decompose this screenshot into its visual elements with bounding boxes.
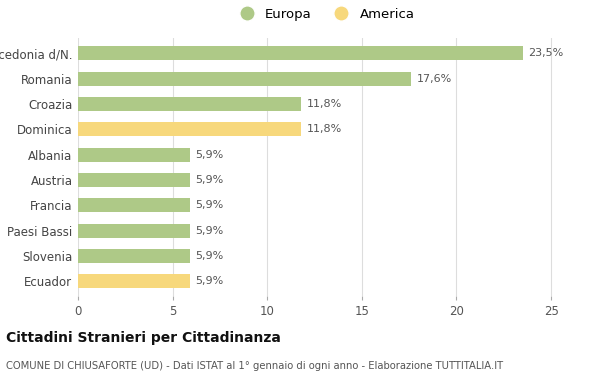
Bar [78,97,301,111]
Bar [78,173,190,187]
Text: 5,9%: 5,9% [196,200,224,210]
Text: 11,8%: 11,8% [307,99,342,109]
Bar [78,71,411,86]
Text: 5,9%: 5,9% [196,251,224,261]
Bar [78,122,301,136]
Text: Cittadini Stranieri per Cittadinanza: Cittadini Stranieri per Cittadinanza [6,331,281,345]
Bar [78,198,190,212]
Text: COMUNE DI CHIUSAFORTE (UD) - Dati ISTAT al 1° gennaio di ogni anno - Elaborazion: COMUNE DI CHIUSAFORTE (UD) - Dati ISTAT … [6,361,503,371]
Bar [78,249,190,263]
Text: 5,9%: 5,9% [196,276,224,286]
Legend: Europa, America: Europa, America [228,3,420,26]
Bar [78,274,190,288]
Text: 5,9%: 5,9% [196,226,224,236]
Text: 11,8%: 11,8% [307,124,342,134]
Text: 5,9%: 5,9% [196,175,224,185]
Bar [78,223,190,238]
Text: 5,9%: 5,9% [196,150,224,160]
Text: 23,5%: 23,5% [529,48,563,58]
Bar [78,147,190,162]
Bar [78,46,523,60]
Text: 17,6%: 17,6% [417,74,452,84]
